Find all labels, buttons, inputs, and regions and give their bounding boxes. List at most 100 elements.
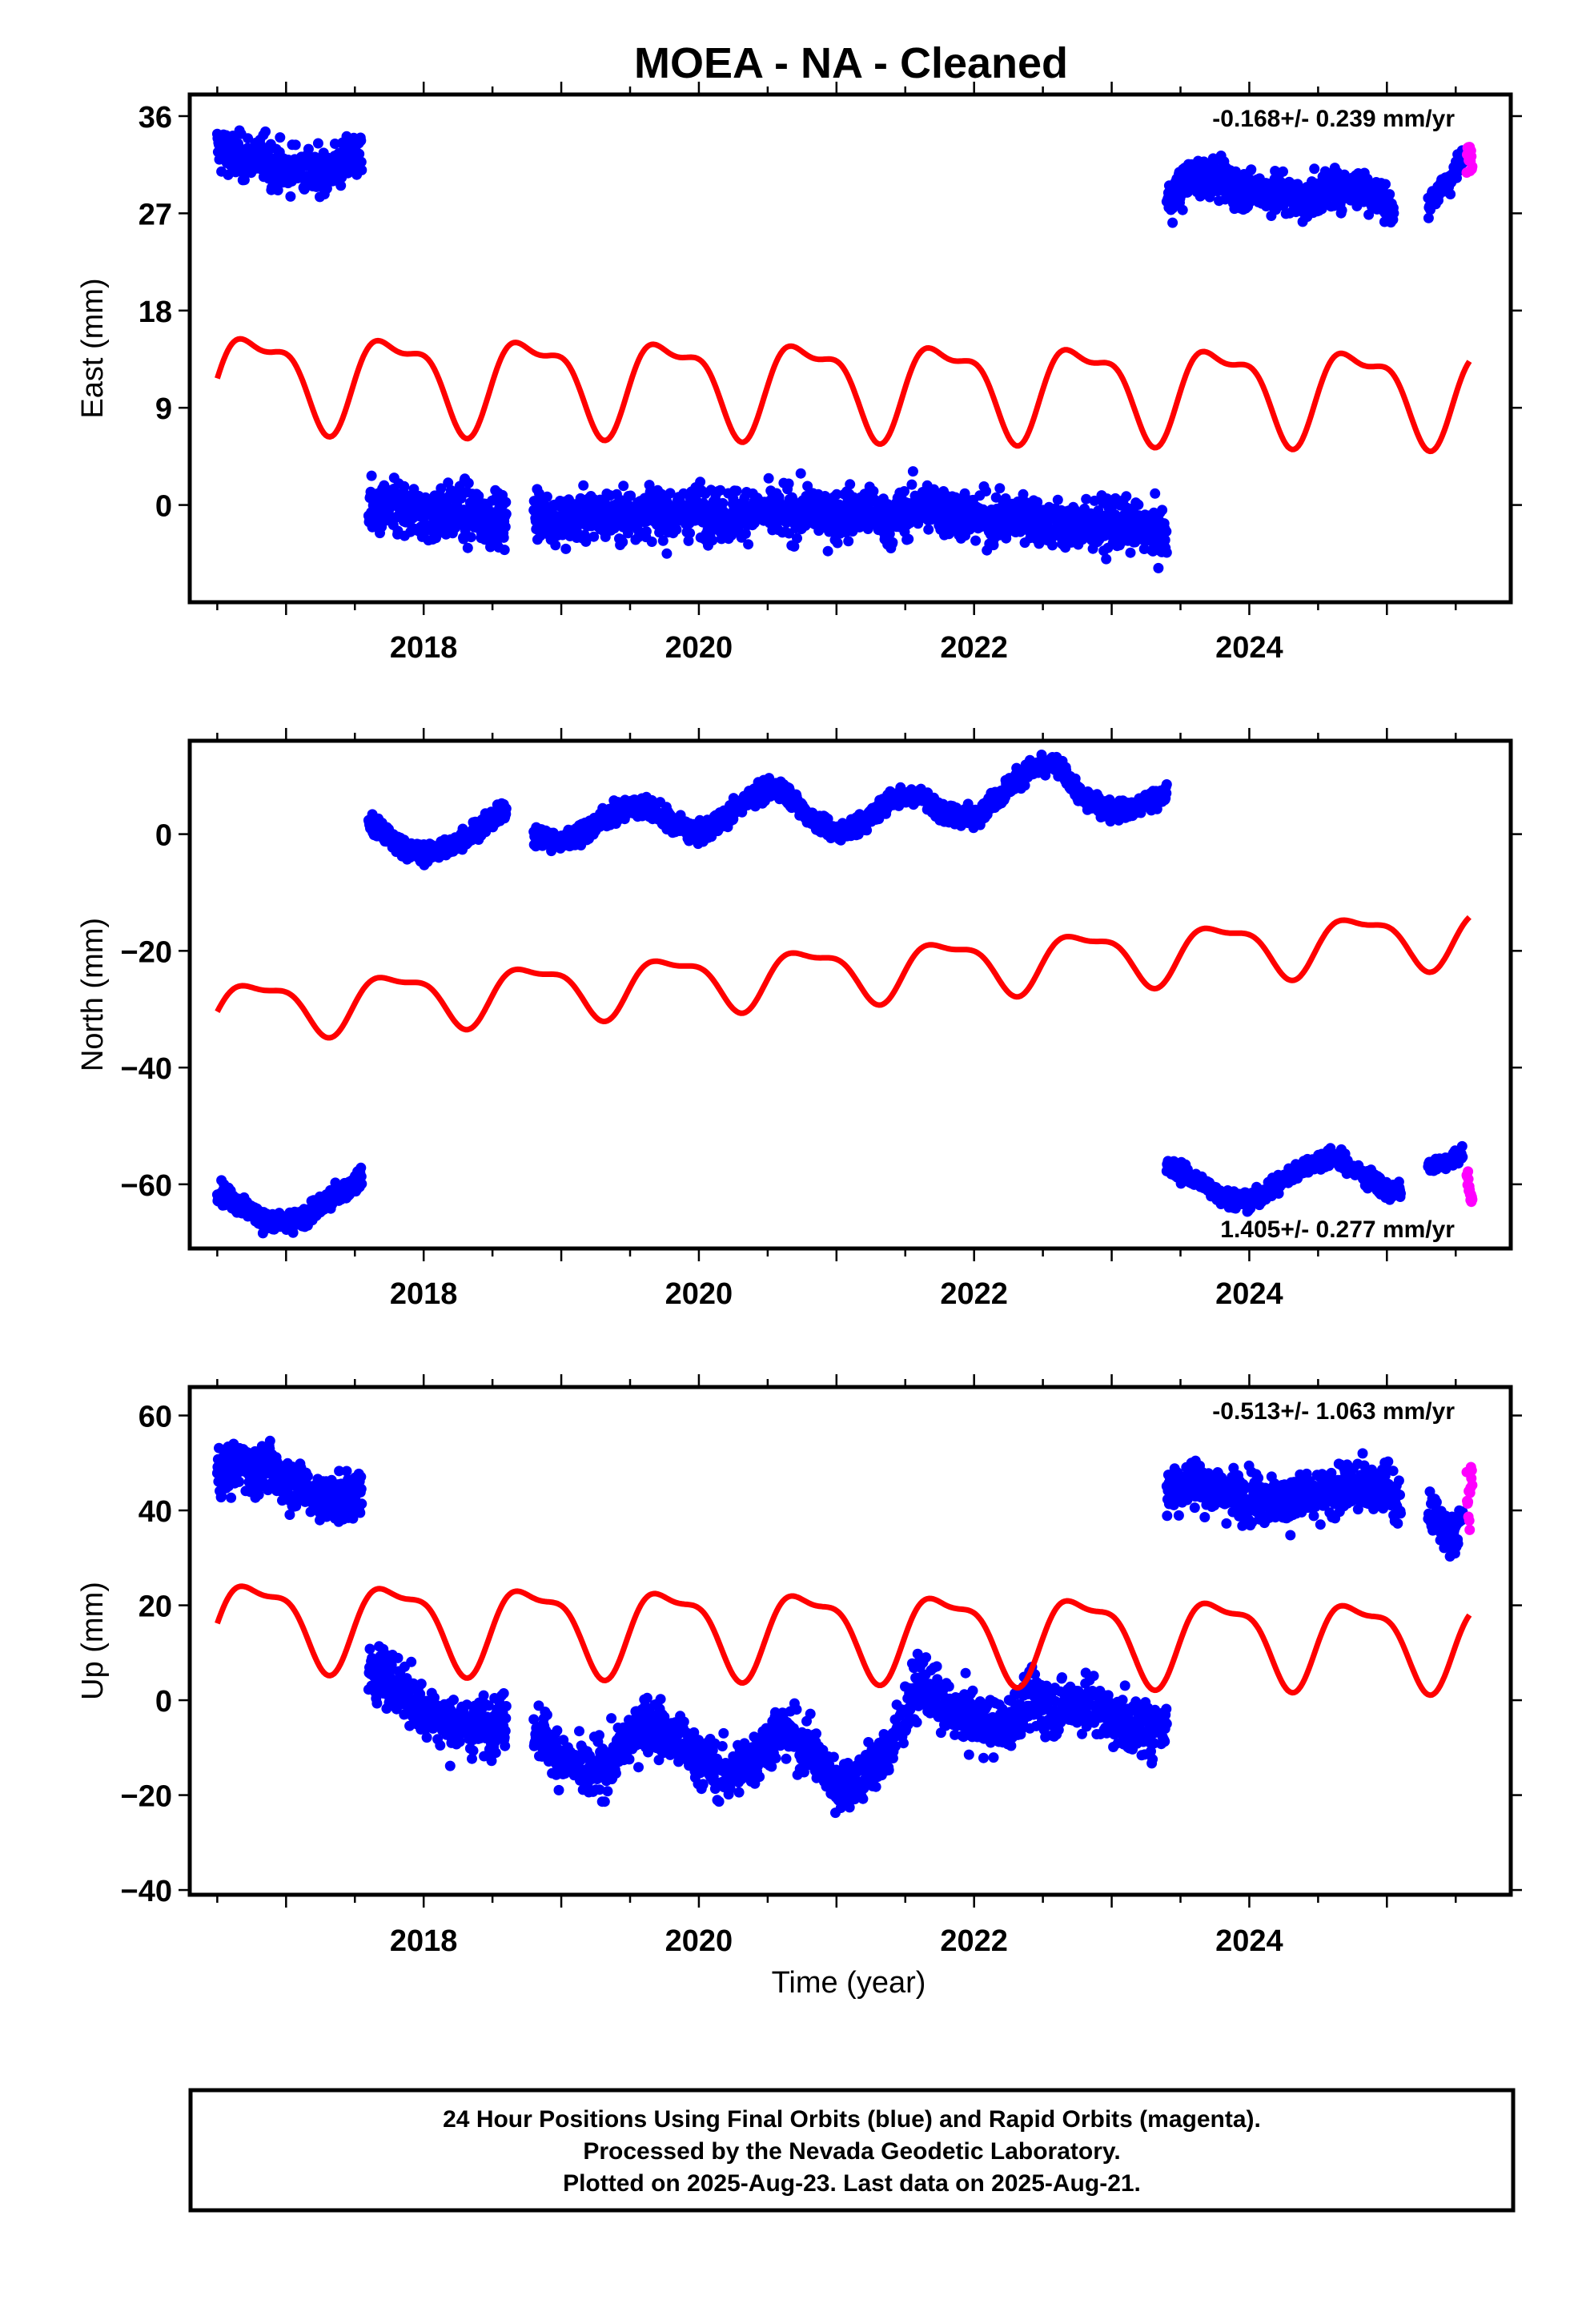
rate-text-east: -0.168+/- 0.239 mm/yr bbox=[1212, 106, 1455, 132]
point-final bbox=[618, 480, 629, 492]
point-final bbox=[1089, 495, 1100, 506]
point-final bbox=[355, 135, 367, 147]
ytick-label-east: 27 bbox=[139, 198, 172, 231]
point-final bbox=[683, 535, 694, 546]
point-final bbox=[275, 132, 286, 143]
point-final bbox=[498, 532, 509, 543]
point-final bbox=[303, 143, 314, 155]
xtick-label-east: 2024 bbox=[1215, 631, 1283, 665]
point-final bbox=[646, 537, 657, 547]
point-final bbox=[868, 485, 879, 497]
point-final bbox=[462, 542, 473, 553]
point-final bbox=[792, 533, 802, 544]
data-points-east bbox=[211, 125, 1478, 573]
point-final bbox=[500, 497, 512, 508]
point-final bbox=[399, 480, 410, 492]
point-final bbox=[994, 483, 1006, 494]
point-final bbox=[1052, 494, 1063, 505]
point-final bbox=[463, 477, 474, 489]
point-final bbox=[695, 476, 706, 488]
point-final bbox=[887, 537, 898, 548]
point-final bbox=[1157, 505, 1168, 516]
point-final bbox=[1081, 493, 1092, 505]
figure-title: MOEA - NA - Cleaned bbox=[634, 39, 1068, 87]
point-final bbox=[640, 526, 652, 537]
point-final bbox=[335, 180, 347, 191]
point-final bbox=[789, 541, 800, 552]
point-final bbox=[1309, 163, 1320, 175]
point-final bbox=[356, 1178, 367, 1189]
point-final bbox=[239, 175, 250, 186]
point-final bbox=[1121, 491, 1132, 502]
point-final bbox=[1384, 189, 1395, 200]
point-final bbox=[623, 528, 633, 539]
point-final bbox=[1388, 207, 1399, 219]
point-final bbox=[903, 533, 914, 545]
point-final bbox=[990, 492, 1002, 503]
point-final bbox=[743, 539, 754, 550]
point-final bbox=[899, 486, 909, 497]
point-final bbox=[500, 521, 511, 533]
point-final bbox=[843, 536, 854, 547]
point-final bbox=[285, 191, 296, 202]
point-final bbox=[1177, 204, 1188, 215]
point-final bbox=[578, 480, 589, 491]
point-final bbox=[822, 545, 833, 557]
point-final bbox=[763, 472, 774, 484]
point-final bbox=[625, 490, 636, 501]
point-final bbox=[366, 470, 377, 481]
point-final bbox=[657, 535, 669, 546]
point-final bbox=[356, 164, 367, 175]
point-final bbox=[1150, 488, 1161, 499]
point-final bbox=[465, 532, 476, 543]
point-final bbox=[1133, 499, 1144, 510]
point-final bbox=[906, 479, 917, 490]
ytick-label-east: 0 bbox=[155, 490, 172, 524]
point-final bbox=[671, 524, 682, 535]
point-final bbox=[272, 185, 283, 195]
ytick-label-east: 9 bbox=[155, 392, 172, 426]
point-final bbox=[290, 139, 301, 151]
data-points-north bbox=[211, 750, 1478, 1239]
point-final bbox=[1153, 562, 1164, 573]
point-final bbox=[1101, 553, 1112, 565]
point-final bbox=[1032, 497, 1043, 508]
point-rapid bbox=[1467, 161, 1478, 172]
model-curve-east bbox=[215, 336, 1472, 455]
point-final bbox=[845, 479, 856, 490]
point-final bbox=[473, 490, 484, 501]
point-final bbox=[795, 468, 806, 479]
point-rapid bbox=[1466, 151, 1477, 162]
point-final bbox=[436, 483, 447, 494]
point-final bbox=[884, 529, 895, 540]
point-final bbox=[970, 535, 982, 546]
point-final bbox=[312, 138, 323, 149]
point-final bbox=[1102, 493, 1113, 505]
point-final bbox=[717, 497, 729, 509]
point-final bbox=[550, 540, 561, 551]
ytick-label-east: 18 bbox=[139, 296, 172, 329]
point-final bbox=[355, 156, 367, 167]
ytick-label-east: 36 bbox=[139, 101, 172, 135]
point-final bbox=[1278, 166, 1288, 177]
point-final bbox=[1167, 217, 1178, 228]
xtick-label-east: 2020 bbox=[665, 631, 733, 665]
point-final bbox=[665, 488, 676, 499]
point-final bbox=[1336, 205, 1347, 216]
point-final bbox=[685, 528, 696, 539]
point-final bbox=[260, 126, 271, 137]
point-final bbox=[907, 466, 918, 477]
y-axis-label-east: East (mm) bbox=[76, 278, 110, 418]
point-final bbox=[541, 491, 552, 502]
point-final bbox=[1161, 526, 1172, 537]
point-final bbox=[1125, 547, 1136, 558]
point-final bbox=[580, 536, 592, 547]
xtick-label-east: 2018 bbox=[390, 631, 458, 665]
point-final bbox=[500, 509, 512, 520]
point-final bbox=[731, 485, 742, 497]
point-final bbox=[1380, 179, 1391, 190]
